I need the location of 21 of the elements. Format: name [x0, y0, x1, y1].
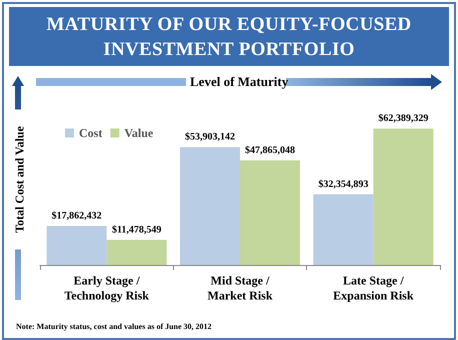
bar [46, 226, 107, 265]
bar [373, 128, 434, 265]
data-label: $11,478,549 [112, 224, 162, 236]
x-tick-label: Early Stage / Technology Risk [64, 274, 150, 302]
data-label: $47,865,048 [245, 144, 295, 156]
data-label: $32,354,893 [318, 178, 368, 190]
x-axis-title: Level of Maturity [190, 74, 288, 90]
legend-label: Cost [79, 126, 102, 140]
bar [106, 240, 167, 265]
x-tick-label: Mid Stage / Market Risk [208, 274, 273, 302]
chart-title: MATURITY OF OUR EQUITY-FOCUSED INVESTMENT PORTFOLIO [9, 7, 449, 66]
text: Note: Maturity status, cost and values as of June 30, 2012 [16, 322, 212, 331]
bar [313, 194, 374, 265]
legend-label: Value [124, 126, 154, 140]
bar [180, 147, 240, 265]
y-axis-title: Total Cost and Value [12, 110, 28, 250]
x-tick-label: Late Stage / Expansion Risk [333, 274, 414, 302]
bar [240, 160, 300, 265]
data-label: $62,389,329 [378, 113, 428, 124]
data-label: $53,903,142 [185, 132, 235, 143]
data-label: $17,862,432 [52, 210, 102, 222]
